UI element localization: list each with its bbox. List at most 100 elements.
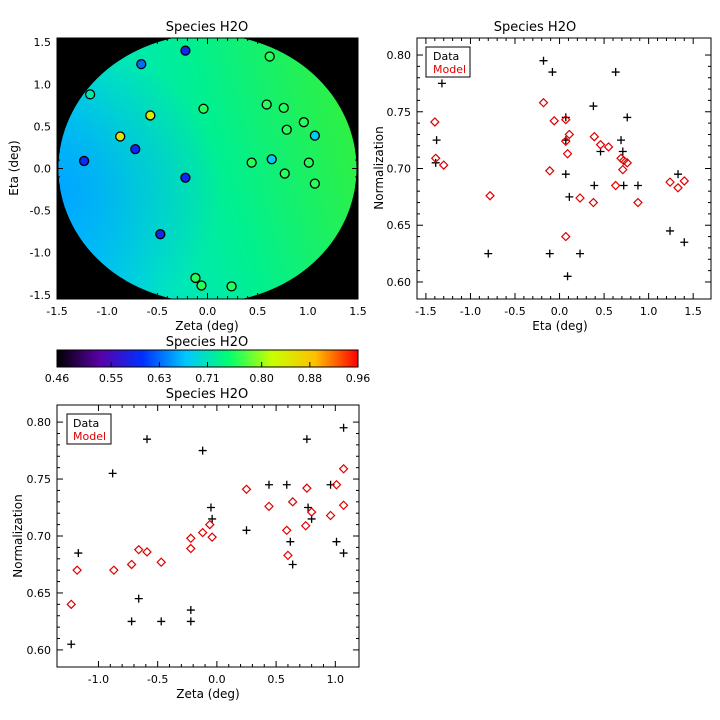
zeta-data-point (282, 480, 291, 489)
eta-data-point (589, 102, 598, 111)
zeta-xtick-label: -0.5 (147, 673, 168, 686)
eta-model-point (430, 153, 441, 164)
eta-model-point (617, 164, 628, 175)
eta-model-point (589, 131, 600, 142)
zeta-legend-box (66, 413, 112, 445)
eta-data-point (633, 181, 642, 190)
map-point (78, 155, 90, 167)
map-xtick-label: 0.0 (199, 305, 217, 318)
eta-model-point (429, 117, 440, 127)
eta-legend-box (425, 46, 471, 78)
zeta-model-point (306, 507, 317, 517)
map-xtick-label: -0.5 (147, 305, 168, 318)
zeta-model-point (142, 547, 152, 557)
zeta-data-point (339, 549, 348, 558)
zeta-model-point (241, 484, 252, 495)
eta-plot-legend: Data Model (425, 46, 471, 78)
eta-xtick-label: -1.5 (415, 305, 436, 318)
zeta-model-point (338, 463, 349, 474)
eta-data-point (680, 238, 689, 247)
eta-ytick-label: 0.75 (387, 106, 412, 119)
eta-data-point (539, 56, 548, 65)
map-xtick-label: -1.5 (46, 305, 67, 318)
zeta-data-point (134, 594, 143, 603)
eta-plot-ticks: -1.5 -1.0 -0.5 0.0 0.5 1.0 1.5 0.60 0.65 0.70 0.75… (387, 38, 711, 318)
eta-model-point (595, 139, 606, 150)
eta-model-point (575, 193, 585, 203)
zeta-data-point (198, 446, 207, 455)
eta-ytick-label: 0.70 (387, 163, 412, 176)
map-ytick-label: -1.0 (30, 247, 51, 260)
eta-plot-panel: Species H2O -1.5 -1.0 -0.5 0.0 0.5 1.0 1.5 0.60… (372, 20, 712, 333)
eta-xtick-label: 0.0 (551, 305, 569, 318)
eta-xtick-label: 0.5 (595, 305, 613, 318)
map-point (190, 272, 201, 284)
zeta-model-point (185, 543, 196, 554)
eta-data-point (590, 181, 599, 190)
eta-plot-frame (416, 37, 712, 300)
zeta-data-point (186, 617, 195, 626)
zeta-legend-model: Model (73, 430, 106, 443)
map-point (145, 110, 156, 121)
eta-legend-model: Model (433, 63, 466, 76)
zeta-model-point (204, 519, 215, 530)
colorbar-tick-label: 0.55 (99, 372, 124, 385)
colorbar-ticks: 0.46 0.55 0.63 0.71 0.80 0.88 0.96 (45, 362, 370, 385)
zeta-plot-xlabel: Zeta (deg) (176, 687, 239, 701)
eta-ytick-label: 0.60 (387, 276, 412, 289)
colorbar-tick-label: 0.46 (45, 372, 70, 385)
colorbar-tick-label: 0.71 (195, 372, 220, 385)
zeta-ytick-label: 0.80 (27, 416, 52, 429)
eta-model-point (485, 190, 495, 201)
zeta-model-point (287, 496, 298, 507)
map-points (78, 45, 321, 292)
zeta-data-point (302, 435, 311, 444)
eta-xtick-label: -0.5 (504, 305, 525, 318)
eta-model-point (562, 148, 573, 159)
zeta-plot-points (66, 423, 349, 649)
map-point (309, 178, 321, 189)
eta-model-point (679, 176, 690, 186)
eta-data-point (623, 113, 632, 122)
map-point (281, 124, 292, 135)
eta-data-point (561, 170, 570, 179)
eta-data-point (666, 226, 675, 235)
zeta-model-point (126, 559, 137, 570)
eta-data-point (565, 192, 574, 201)
zeta-data-point (143, 435, 152, 444)
map-point (226, 281, 237, 292)
map-point (196, 280, 207, 291)
zeta-data-point (108, 469, 117, 478)
eta-data-point (619, 181, 628, 190)
eta-plot-points (429, 56, 690, 281)
zeta-data-point (264, 480, 273, 489)
zeta-model-point (331, 479, 342, 490)
map-point (303, 157, 314, 168)
eta-ytick-label: 0.80 (387, 49, 412, 62)
eta-model-point (603, 142, 614, 152)
map-ylabel: Eta (deg) (7, 140, 21, 195)
map-point (309, 130, 321, 141)
eta-model-point (438, 160, 449, 170)
zeta-data-point (208, 514, 217, 523)
zeta-xtick-label: 0.0 (208, 673, 226, 686)
zeta-data-point (186, 606, 195, 615)
eta-model-point (665, 177, 675, 187)
eta-model-point (588, 197, 599, 208)
map-point (130, 143, 141, 155)
map-point (264, 51, 275, 62)
map-ytick-label: 1.0 (34, 78, 52, 91)
map-point (261, 99, 272, 110)
map-ytick-label: 0.5 (34, 120, 52, 133)
zeta-xtick-label: -1.0 (88, 673, 109, 686)
zeta-model-point (283, 550, 293, 561)
zeta-data-point (339, 423, 348, 432)
map-point (180, 45, 191, 56)
zeta-xtick-label: 1.0 (327, 673, 345, 686)
eta-model-point (673, 182, 683, 193)
eta-model-point (560, 231, 571, 242)
eta-data-point (561, 113, 570, 122)
map-ticks: -1.5 -1.0 -0.5 0.0 0.5 1.0 1.5 -1.5 -1.0 -0.5 0.0 0… (30, 36, 367, 318)
zeta-model-point (66, 599, 77, 610)
zeta-plot-panel: Species H2O -1.0 -0.5 0.0 0.5 1.0 0.60 0.65 0.7… (11, 387, 360, 701)
